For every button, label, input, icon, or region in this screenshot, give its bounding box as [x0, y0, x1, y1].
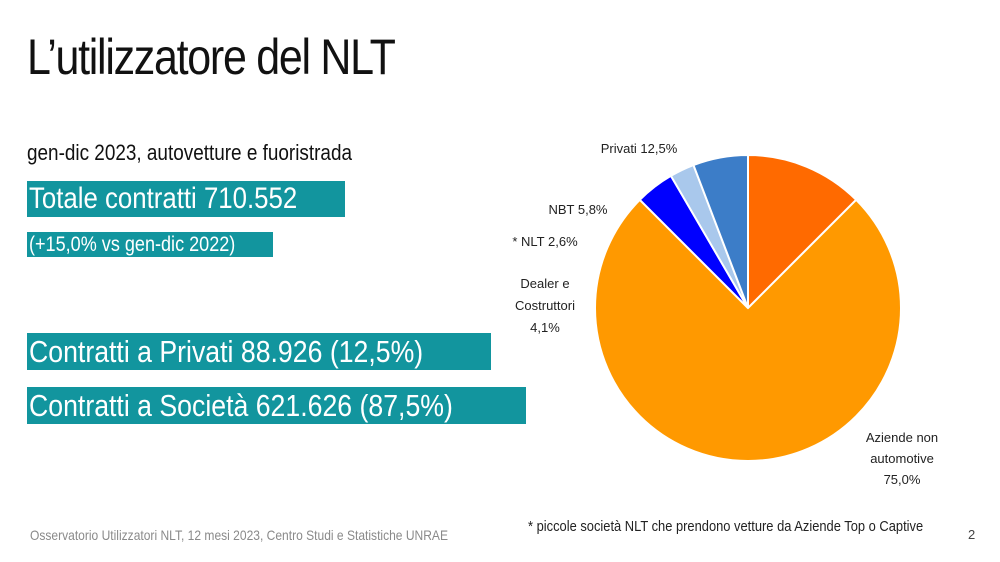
company-contracts-highlight: Contratti a Società 621.626 (87,5%): [27, 387, 526, 425]
slice-label: NBT 5,8%: [548, 202, 607, 217]
page-number: 2: [968, 527, 976, 542]
footnote: * piccole società NLT che prendono vettu…: [528, 518, 924, 535]
total-contracts-highlight: Totale contratti 710.552: [27, 181, 345, 217]
yoy-change-text: (+15,0% vs gen-dic 2022): [29, 233, 236, 256]
slice-label: Dealer e Costruttori 4,1%: [515, 276, 575, 335]
slice-label: Aziende non automotive 75,0%: [866, 430, 938, 487]
pie-slice: [747, 153, 858, 311]
pie-slice: [594, 198, 902, 463]
slide-title: L’utilizzatore del NLT: [27, 29, 396, 85]
yoy-change-highlight: (+15,0% vs gen-dic 2022): [27, 232, 273, 258]
total-contracts-text: Totale contratti 710.552: [29, 182, 298, 215]
slice-label: * NLT 2,6%: [512, 234, 578, 249]
private-contracts-highlight: Contratti a Privati 88.926 (12,5%): [27, 333, 492, 371]
period-subtitle: gen-dic 2023, autovetture e fuoristrada: [27, 140, 353, 165]
source-footer: Osservatorio Utilizzatori NLT, 12 mesi 2…: [30, 527, 449, 543]
company-contracts-text: Contratti a Società 621.626 (87,5%): [29, 388, 453, 423]
slice-label: Privati 12,5%: [601, 141, 678, 156]
private-contracts-text: Contratti a Privati 88.926 (12,5%): [29, 334, 424, 369]
pie-slice: [692, 153, 749, 309]
